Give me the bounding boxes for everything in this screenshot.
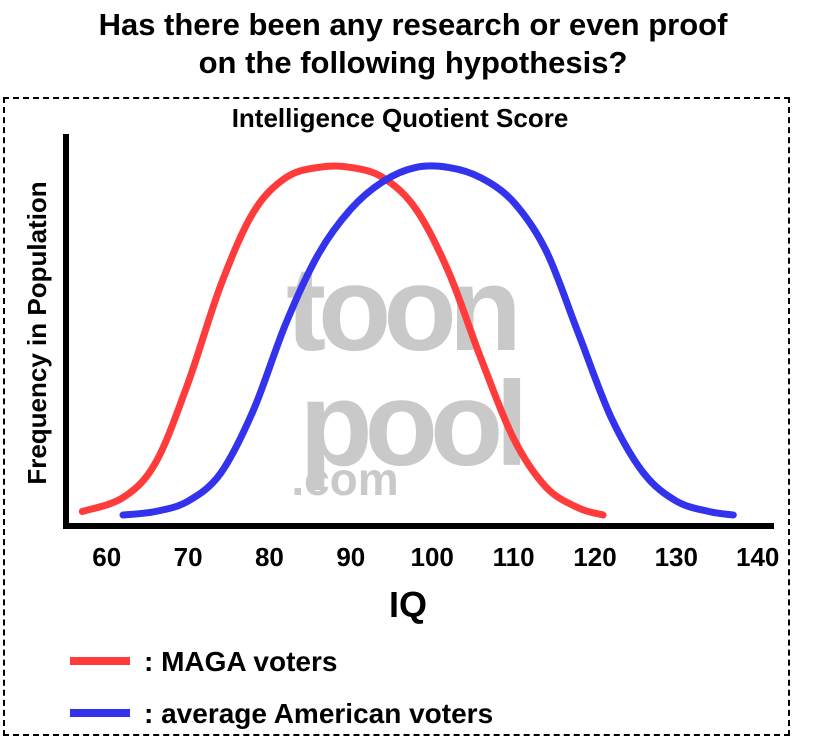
x-tick-label: 60 <box>92 542 121 572</box>
watermark: toon pool .com <box>286 242 529 505</box>
legend-label-maga: : MAGA voters <box>144 646 338 677</box>
watermark-line-3: .com <box>291 453 398 505</box>
series-layer <box>78 162 737 519</box>
legend-swatch-average <box>70 709 130 717</box>
dashed-frame <box>3 97 790 736</box>
headline-line-1: Has there been any research or even proo… <box>98 7 728 42</box>
legend-label-average: : average American voters <box>144 698 494 729</box>
x-tick-labels: 60 70 80 90 100 110 120 130 140 <box>92 542 779 572</box>
headline: Has there been any research or even proo… <box>0 6 826 82</box>
x-tick-label: 100 <box>411 542 454 572</box>
series-line-maga <box>78 162 607 519</box>
x-tick-label: 70 <box>174 542 203 572</box>
chart-title: Intelligence Quotient Score <box>231 103 569 133</box>
headline-line-2: on the following hypothesis? <box>198 45 628 80</box>
watermark-line-1: toon <box>286 242 515 376</box>
x-tick-label: 140 <box>736 542 779 572</box>
x-axis-label: IQ <box>389 584 427 625</box>
x-tick-label: 120 <box>573 542 616 572</box>
x-tick-label: 130 <box>655 542 698 572</box>
x-tick-label: 90 <box>336 542 365 572</box>
x-tick-label: 110 <box>493 542 535 572</box>
series-line-average <box>119 162 737 519</box>
x-tick-label: 80 <box>255 542 284 572</box>
legend-swatch-maga <box>70 657 130 665</box>
y-axis-label: Frequency in Population <box>22 181 52 484</box>
